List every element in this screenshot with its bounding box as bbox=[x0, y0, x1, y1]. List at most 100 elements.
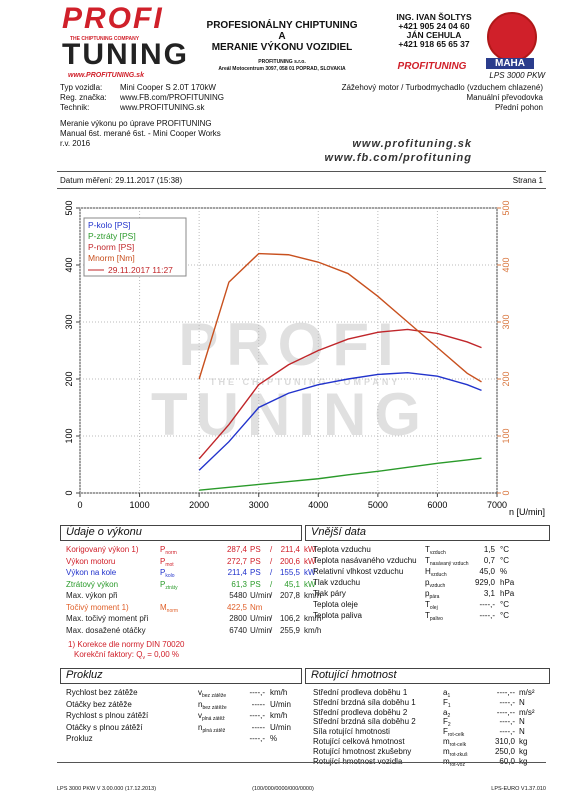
row-symbol: Tvzduch bbox=[425, 545, 446, 558]
symbol-sub: 1 bbox=[447, 702, 451, 709]
row-unit: N bbox=[519, 697, 525, 707]
row-value: 929,0 bbox=[474, 578, 495, 587]
row-value: 272,7 bbox=[226, 556, 247, 566]
symbol-sub: pára bbox=[429, 594, 440, 600]
legend-entry: P-kolo [PS] bbox=[88, 220, 131, 230]
row-value: 250,0 bbox=[494, 746, 515, 756]
series-line bbox=[198, 328, 482, 460]
x-tick-label: 3000 bbox=[249, 500, 269, 510]
row-unit: U/min bbox=[270, 722, 291, 732]
row-symbol: ppára bbox=[425, 589, 439, 602]
row-label: Rotující hmotnost zkušebny bbox=[313, 746, 412, 756]
row-sep: / bbox=[270, 591, 273, 600]
row-label: Teplota nasávaného vzduchu bbox=[313, 556, 417, 565]
section-box bbox=[60, 668, 302, 684]
row-value: ----,- bbox=[249, 734, 265, 743]
row-value: 106,2 bbox=[279, 614, 300, 623]
symbol-sub: vzduch bbox=[430, 572, 447, 578]
legend-box bbox=[83, 217, 187, 277]
symbol-sub: palivo bbox=[429, 616, 443, 622]
row-label: Max. dosažené otáčky bbox=[66, 625, 146, 635]
maha-box bbox=[486, 58, 534, 69]
section-box bbox=[305, 525, 550, 541]
row-value: 422,5 bbox=[226, 602, 247, 612]
row-value: 45,1 bbox=[284, 579, 300, 589]
row-unit: km/h bbox=[270, 688, 288, 697]
x-tick-label: 4000 bbox=[308, 500, 328, 510]
section-title: Rotující hmotnost bbox=[311, 669, 397, 681]
symbol: H bbox=[425, 567, 431, 576]
row-symbol: mrot-voz bbox=[443, 757, 465, 770]
row-unit: N bbox=[519, 727, 525, 737]
date: Datum měření: 29.11.2017 (15:38) bbox=[60, 176, 183, 185]
row-label: Tlak vzduchu bbox=[313, 578, 361, 587]
row-unit: PS bbox=[250, 545, 261, 554]
row-value: ----- bbox=[251, 722, 265, 732]
vehicle-value: www.FB.com/PROFITUNING bbox=[120, 93, 225, 102]
x-tick-label: 6000 bbox=[427, 500, 447, 510]
row-label: Teplota paliva bbox=[313, 611, 362, 620]
symbol: p bbox=[425, 589, 430, 598]
row-label: Střední prodleva doběhu 2 bbox=[313, 707, 408, 717]
watermark: PROFI bbox=[178, 311, 401, 378]
note: Meranie výkonu po úprave PROFITUNING bbox=[60, 119, 212, 128]
vehicle-spec: Manuální převodovka bbox=[466, 93, 544, 102]
header-title: A bbox=[278, 31, 286, 42]
symbol: T bbox=[425, 545, 430, 554]
y-tick-label: 200 bbox=[64, 371, 74, 386]
contact: ING. IVAN ŠOLTYS bbox=[396, 12, 472, 22]
row-sep: / bbox=[270, 614, 273, 623]
x-tick-label: 5000 bbox=[368, 500, 388, 510]
row-unit: PS bbox=[250, 579, 261, 589]
symbol-sub: vzduch bbox=[429, 583, 446, 589]
y2-tick-label: 200 bbox=[501, 371, 511, 386]
header-title: MERANIE VÝKONU VOZIDIEL bbox=[211, 42, 353, 53]
row-value: ----,-- bbox=[496, 707, 515, 717]
row-label: Tlak páry bbox=[313, 589, 346, 598]
row-value: 45,0 bbox=[479, 567, 495, 576]
row-unit: kW bbox=[304, 568, 316, 577]
row-symbol: vplná zátěž bbox=[198, 711, 225, 724]
symbol: P bbox=[160, 545, 166, 554]
factor-sub: v bbox=[142, 655, 145, 661]
watermark: TUNING bbox=[151, 381, 429, 448]
symbol-sub: olej bbox=[429, 605, 438, 611]
row-label: Rychlost s plnou zátěží bbox=[66, 711, 149, 720]
row-symbol: Pmot bbox=[160, 557, 174, 570]
y-tick-label: 500 bbox=[64, 200, 74, 215]
row-sep: / bbox=[270, 579, 273, 589]
y-tick-label: 300 bbox=[64, 314, 74, 329]
row-value: ----,-- bbox=[496, 688, 515, 697]
footnote: 1) Korekce dle normy DIN 70020 bbox=[68, 640, 185, 649]
symbol: P bbox=[160, 568, 166, 577]
symbol: a bbox=[443, 707, 448, 717]
row-symbol: Pnorm bbox=[160, 545, 177, 558]
symbol: T bbox=[425, 556, 430, 565]
symbol-sub: norm bbox=[165, 550, 177, 556]
watermark: THE CHIPTUNING COMPANY bbox=[210, 377, 400, 387]
logo-url: www.PROFITUNING.sk bbox=[68, 72, 144, 79]
y2-tick-label: 400 bbox=[501, 257, 511, 272]
footer: (100/000/0000/000/0000) bbox=[252, 786, 314, 792]
series-line bbox=[198, 372, 482, 471]
symbol-sub: bez zátěže bbox=[202, 704, 227, 711]
brand: PROFITUNING bbox=[397, 61, 467, 72]
row-symbol: mrot-zkuš bbox=[443, 747, 467, 760]
vehicle-label: Technik: bbox=[60, 103, 90, 112]
symbol-sub: plná zátěž bbox=[202, 716, 225, 722]
row-label: Střední brzdná síla doběhu 2 bbox=[313, 717, 416, 727]
legend-date: 29.11.2017 11:27 bbox=[108, 265, 173, 275]
symbol-sub: kolo bbox=[165, 573, 175, 579]
symbol-sub: mot bbox=[165, 561, 174, 568]
row-unit: kW bbox=[304, 556, 316, 566]
row-sep: / bbox=[270, 625, 273, 635]
legend-entry: Mnorm [Nm] bbox=[88, 253, 135, 263]
logo-bottom: TUNING bbox=[62, 38, 189, 71]
symbol: p bbox=[425, 578, 430, 587]
y2-tick-label: 100 bbox=[501, 428, 511, 443]
rule bbox=[57, 188, 546, 189]
row-symbol: vbez zátěže bbox=[198, 688, 226, 701]
row-unit: PS bbox=[250, 568, 261, 577]
logo-top: PROFI bbox=[62, 2, 164, 35]
page-number: Strana 1 bbox=[512, 176, 543, 185]
